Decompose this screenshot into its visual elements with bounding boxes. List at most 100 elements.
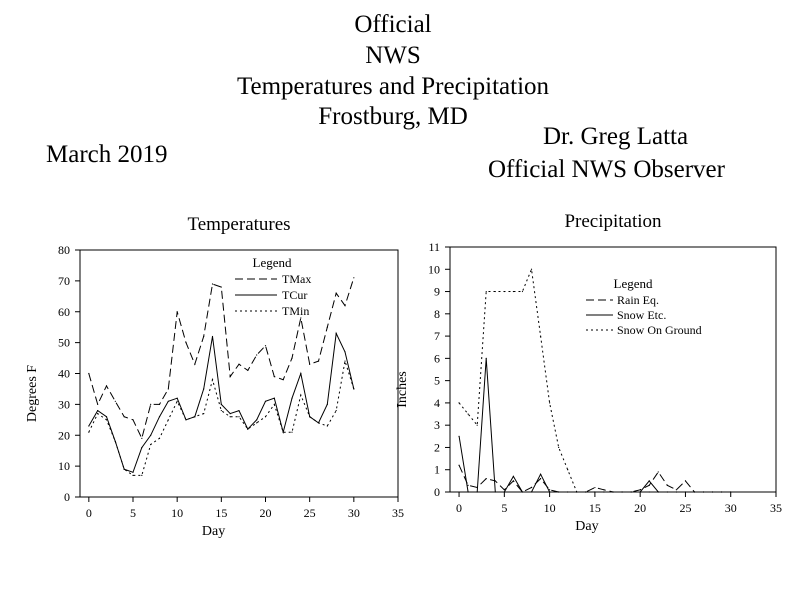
data-point — [256, 419, 258, 421]
x-tick-label: 0 — [86, 506, 92, 520]
data-point — [167, 400, 169, 402]
data-point — [220, 286, 222, 288]
data-point — [247, 369, 249, 372]
data-point — [150, 443, 152, 446]
y-tick-label: 50 — [58, 336, 70, 350]
data-point — [612, 491, 614, 493]
data-point — [485, 478, 487, 480]
data-point — [567, 491, 569, 493]
y-tick-label: 5 — [434, 374, 440, 388]
data-point — [300, 394, 302, 396]
y-tick-label: 11 — [428, 240, 440, 254]
data-point — [88, 372, 90, 375]
data-point — [300, 372, 302, 375]
x-tick-label: 20 — [260, 506, 272, 520]
x-tick-label: 0 — [456, 501, 462, 515]
x-tick-label: 30 — [725, 501, 737, 515]
data-point — [97, 413, 99, 415]
data-point — [549, 489, 551, 491]
data-point — [105, 385, 108, 387]
data-point — [211, 379, 214, 381]
data-point — [467, 491, 469, 493]
legend-title: Legend — [253, 255, 292, 270]
x-tick-label: 25 — [679, 501, 691, 515]
data-point — [203, 413, 205, 415]
legend-entry: Snow On Ground — [617, 323, 702, 337]
data-point — [476, 491, 478, 493]
data-point — [467, 484, 469, 486]
data-point — [657, 471, 659, 473]
data-point — [88, 431, 90, 433]
data-point — [721, 491, 723, 493]
data-point — [291, 431, 293, 433]
x-tick-label: 15 — [215, 506, 227, 520]
data-point — [467, 413, 469, 415]
y-tick-label: 70 — [58, 274, 70, 288]
data-point — [114, 440, 116, 443]
data-point — [176, 311, 178, 313]
data-point — [150, 403, 152, 405]
data-point — [648, 491, 650, 493]
y-tick-label: 20 — [58, 428, 70, 442]
y-tick-label: 3 — [434, 418, 440, 432]
data-point — [105, 419, 108, 421]
data-point — [594, 491, 596, 493]
y-tick-label: 6 — [434, 351, 440, 365]
data-point — [558, 491, 560, 493]
data-point — [594, 486, 596, 489]
data-point — [141, 437, 143, 439]
data-point — [229, 375, 231, 378]
y-axis-label: Inches — [395, 371, 410, 408]
data-point — [326, 326, 328, 328]
data-point — [150, 434, 152, 436]
x-tick-label: 25 — [304, 506, 316, 520]
series-line-snow-etc — [458, 358, 731, 493]
data-point — [530, 486, 533, 489]
y-tick-label: 7 — [434, 329, 440, 343]
data-point — [539, 473, 542, 475]
data-point — [88, 425, 90, 427]
x-tick-label: 20 — [634, 501, 646, 515]
data-point — [273, 397, 275, 399]
data-point — [282, 431, 284, 433]
legend-entry: TMax — [282, 272, 311, 286]
title-line-1: Official — [354, 11, 432, 38]
data-point — [675, 491, 677, 493]
data-point — [203, 335, 205, 338]
data-point — [211, 283, 214, 285]
data-point — [123, 468, 125, 470]
legend-entry: Snow Etc. — [617, 308, 666, 322]
y-tick-label: 30 — [58, 397, 70, 411]
data-point — [309, 363, 311, 365]
data-point — [132, 471, 134, 473]
y-tick-label: 40 — [58, 367, 70, 381]
data-point — [264, 345, 267, 347]
data-point — [494, 491, 496, 493]
y-tick-label: 0 — [434, 485, 440, 499]
chart-title: Precipitation — [564, 211, 662, 232]
x-tick-label: 10 — [544, 501, 556, 515]
data-point — [494, 290, 496, 293]
data-point — [238, 363, 240, 365]
x-tick-label: 5 — [501, 501, 507, 515]
data-point — [702, 491, 705, 493]
data-point — [675, 489, 677, 491]
data-point — [549, 402, 551, 404]
data-point — [353, 277, 355, 279]
data-point — [353, 388, 355, 390]
data-point — [123, 416, 125, 418]
observer-title: Official NWS Observer — [488, 156, 725, 183]
data-point — [256, 354, 258, 356]
data-point — [273, 375, 275, 378]
data-point — [105, 416, 108, 418]
data-point — [530, 268, 533, 270]
data-point — [256, 422, 258, 424]
y-tick-label: 10 — [58, 459, 70, 473]
data-point — [666, 484, 668, 486]
data-point — [530, 491, 533, 493]
data-point — [167, 388, 169, 390]
legend-title: Legend — [614, 276, 653, 291]
data-point — [512, 480, 514, 482]
data-point — [141, 474, 143, 476]
